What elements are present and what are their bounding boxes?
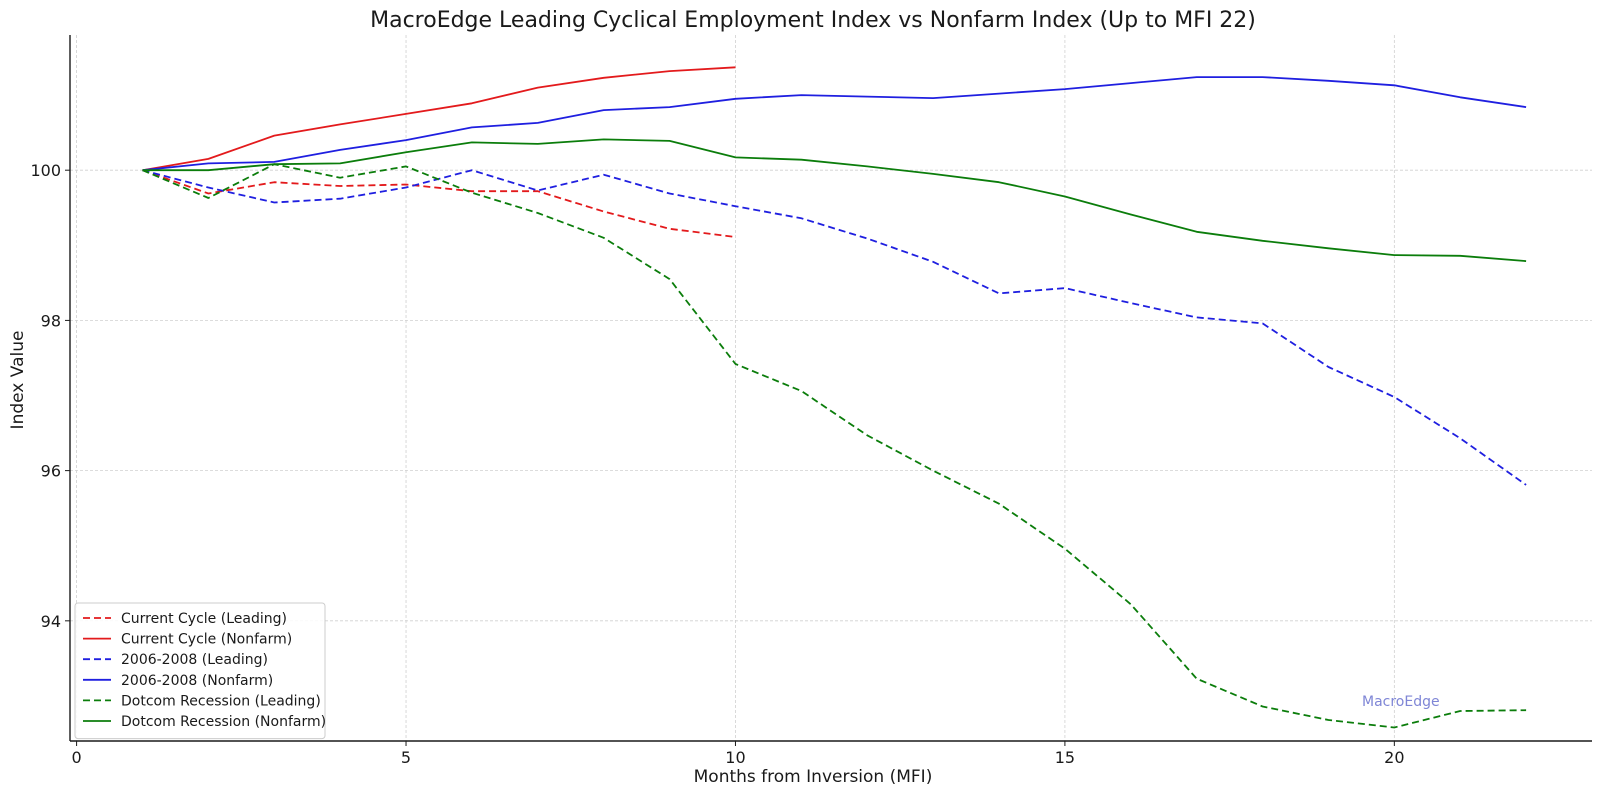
legend: Current Cycle (Leading) Current Cycle (No… bbox=[74, 602, 326, 740]
series-line-5 bbox=[142, 138, 1527, 262]
series-line-1 bbox=[142, 66, 736, 172]
chart-title: MacroEdge Leading Cyclical Employment In… bbox=[370, 8, 1256, 33]
series-line-4 bbox=[142, 163, 1527, 729]
y-tick-label: 98 bbox=[41, 311, 61, 330]
y-tick-label: 100 bbox=[30, 161, 61, 180]
tick-labels: 0 5 10 15 20 94 96 98 100 bbox=[30, 161, 1404, 767]
legend-label-1: Current Cycle (Nonfarm) bbox=[121, 632, 292, 648]
legend-label-4: Dotcom Recession (Leading) bbox=[121, 693, 321, 709]
series-lines bbox=[142, 66, 1527, 729]
x-tick-label: 10 bbox=[725, 748, 745, 767]
x-tick-label: 0 bbox=[71, 748, 81, 767]
series-line-0 bbox=[142, 169, 736, 238]
y-axis-label: Index Value bbox=[8, 331, 28, 430]
legend-label-0: Current Cycle (Leading) bbox=[121, 611, 287, 627]
x-tick-label: 15 bbox=[1055, 748, 1075, 767]
watermark-text: MacroEdge bbox=[1362, 694, 1440, 710]
legend-label-2: 2006-2008 (Leading) bbox=[121, 652, 268, 668]
legend-label-3: 2006-2008 (Nonfarm) bbox=[121, 673, 273, 689]
y-tick-label: 94 bbox=[41, 612, 61, 631]
series-line-3 bbox=[142, 76, 1527, 172]
y-tick-label: 96 bbox=[41, 462, 61, 481]
series-line-2 bbox=[142, 169, 1527, 486]
grid-lines bbox=[70, 35, 1592, 741]
axes bbox=[65, 35, 1592, 746]
legend-box bbox=[74, 602, 326, 740]
legend-label-5: Dotcom Recession (Nonfarm) bbox=[121, 714, 326, 730]
x-axis-label: Months from Inversion (MFI) bbox=[694, 767, 933, 787]
x-tick-label: 20 bbox=[1384, 748, 1404, 767]
x-tick-label: 5 bbox=[401, 748, 411, 767]
